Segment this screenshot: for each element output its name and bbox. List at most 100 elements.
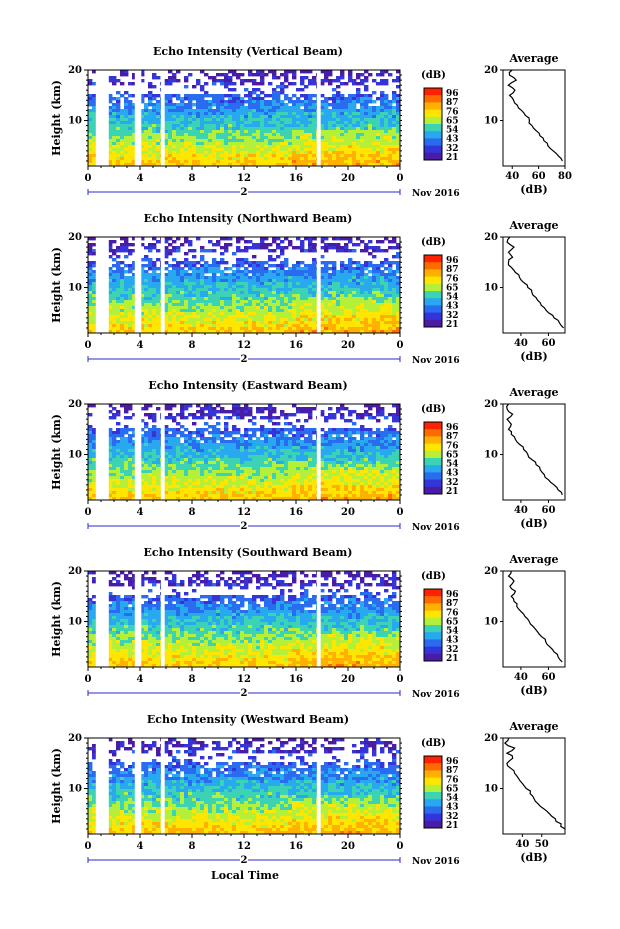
heatmap-cell xyxy=(312,160,317,164)
heatmap-cell xyxy=(200,103,205,107)
heatmap-cell xyxy=(92,249,97,253)
heatmap-cell xyxy=(244,157,249,161)
heatmap-cell xyxy=(376,312,381,316)
heatmap-cell xyxy=(240,434,245,438)
heatmap-cell xyxy=(220,121,225,125)
heatmap-cell xyxy=(396,85,401,89)
heatmap-cell xyxy=(300,276,305,280)
heatmap-cell xyxy=(352,130,357,134)
heatmap-cell xyxy=(328,103,333,107)
heatmap-cell xyxy=(124,121,129,125)
heatmap-cell xyxy=(304,130,309,134)
heatmap-cell xyxy=(264,428,269,432)
heatmap-cell xyxy=(340,133,345,137)
heatmap-cell xyxy=(208,446,213,450)
heatmap-cell xyxy=(256,321,261,325)
heatmap-cell xyxy=(184,404,189,408)
heatmap-cell xyxy=(112,249,117,253)
heatmap-cell xyxy=(268,416,273,420)
heatmap-cell xyxy=(356,327,361,331)
heatmap-cell xyxy=(256,446,261,450)
heatmap-cell xyxy=(336,106,341,110)
heatmap-cell xyxy=(220,100,225,104)
heatmap-cell xyxy=(356,133,361,137)
heatmap-cell xyxy=(144,407,149,411)
heatmap-cell xyxy=(272,416,277,420)
heatmap-cell xyxy=(252,121,257,125)
heatmap-cell xyxy=(328,321,333,325)
heatmap-cell xyxy=(148,82,153,86)
heatmap-cell xyxy=(380,82,385,86)
heatmap-cell xyxy=(228,109,233,113)
heatmap-cell xyxy=(284,270,289,274)
heatmap-cell xyxy=(268,130,273,134)
heatmap-cell xyxy=(108,315,113,319)
heatmap-cell xyxy=(352,79,357,83)
heatmap-cell xyxy=(352,273,357,277)
heatmap-cell xyxy=(108,303,113,307)
heatmap-cell xyxy=(384,163,389,167)
heatmap-cell xyxy=(232,124,237,128)
heatmap-cell xyxy=(324,416,329,420)
heatmap-cell xyxy=(256,324,261,328)
heatmap-cell xyxy=(368,240,373,244)
heatmap-cell xyxy=(368,315,373,319)
heatmap-cell xyxy=(164,300,169,304)
heatmap-cell xyxy=(264,121,269,125)
heatmap-cell xyxy=(388,425,393,429)
heatmap-cell xyxy=(344,139,349,143)
heatmap-cell xyxy=(140,118,145,122)
heatmap-cell xyxy=(372,270,377,274)
heatmap-cell xyxy=(88,303,93,307)
heatmap-cell xyxy=(256,88,261,92)
heatmap-cell xyxy=(256,160,261,164)
heatmap-cell xyxy=(184,297,189,301)
heatmap-cell xyxy=(344,440,349,444)
heatmap-cell xyxy=(292,306,297,310)
heatmap-cell xyxy=(268,324,273,328)
heatmap-cell xyxy=(280,142,285,146)
heatmap-cell xyxy=(280,246,285,250)
heatmap-cell xyxy=(232,327,237,331)
heatmap-cell xyxy=(220,309,225,313)
heatmap-cell xyxy=(272,91,277,95)
heatmap-cell xyxy=(312,249,317,253)
heatmap-cell xyxy=(292,270,297,274)
heatmap-cell xyxy=(148,312,153,316)
heatmap-cell xyxy=(132,124,137,128)
heatmap-cell xyxy=(304,276,309,280)
heatmap-cell xyxy=(244,112,249,116)
heatmap-cell xyxy=(120,431,125,435)
heatmap-cell xyxy=(348,291,353,295)
heatmap-cell xyxy=(268,318,273,322)
heatmap-cell xyxy=(276,237,281,241)
heatmap-cell xyxy=(260,112,265,116)
heatmap-cell xyxy=(280,136,285,140)
heatmap-cell xyxy=(176,312,181,316)
heatmap-cell xyxy=(220,321,225,325)
heatmap-cell xyxy=(212,306,217,310)
heatmap-cell xyxy=(360,330,365,334)
heatmap-cell xyxy=(224,82,229,86)
heatmap-cell xyxy=(248,103,253,107)
heatmap-cell xyxy=(240,276,245,280)
heatmap-cell xyxy=(308,79,313,83)
heatmap-cell xyxy=(156,267,161,271)
heatmap-cell xyxy=(364,306,369,310)
heatmap-cell xyxy=(204,288,209,292)
heatmap-cell xyxy=(272,410,277,414)
heatmap-cell xyxy=(348,76,353,80)
heatmap-cell xyxy=(172,416,177,420)
heatmap-cell xyxy=(388,151,393,155)
heatmap-cell xyxy=(248,121,253,125)
heatmap-cell xyxy=(196,291,201,295)
heatmap-cell xyxy=(368,294,373,298)
heatmap-cell xyxy=(328,127,333,131)
heatmap-cell xyxy=(356,282,361,286)
heatmap-cell xyxy=(224,112,229,116)
heatmap-cell xyxy=(272,103,277,107)
y-axis-label: Height (km) xyxy=(50,247,63,323)
heatmap-cell xyxy=(244,139,249,143)
heatmap-cell xyxy=(148,309,153,313)
heatmap-cell xyxy=(204,160,209,164)
